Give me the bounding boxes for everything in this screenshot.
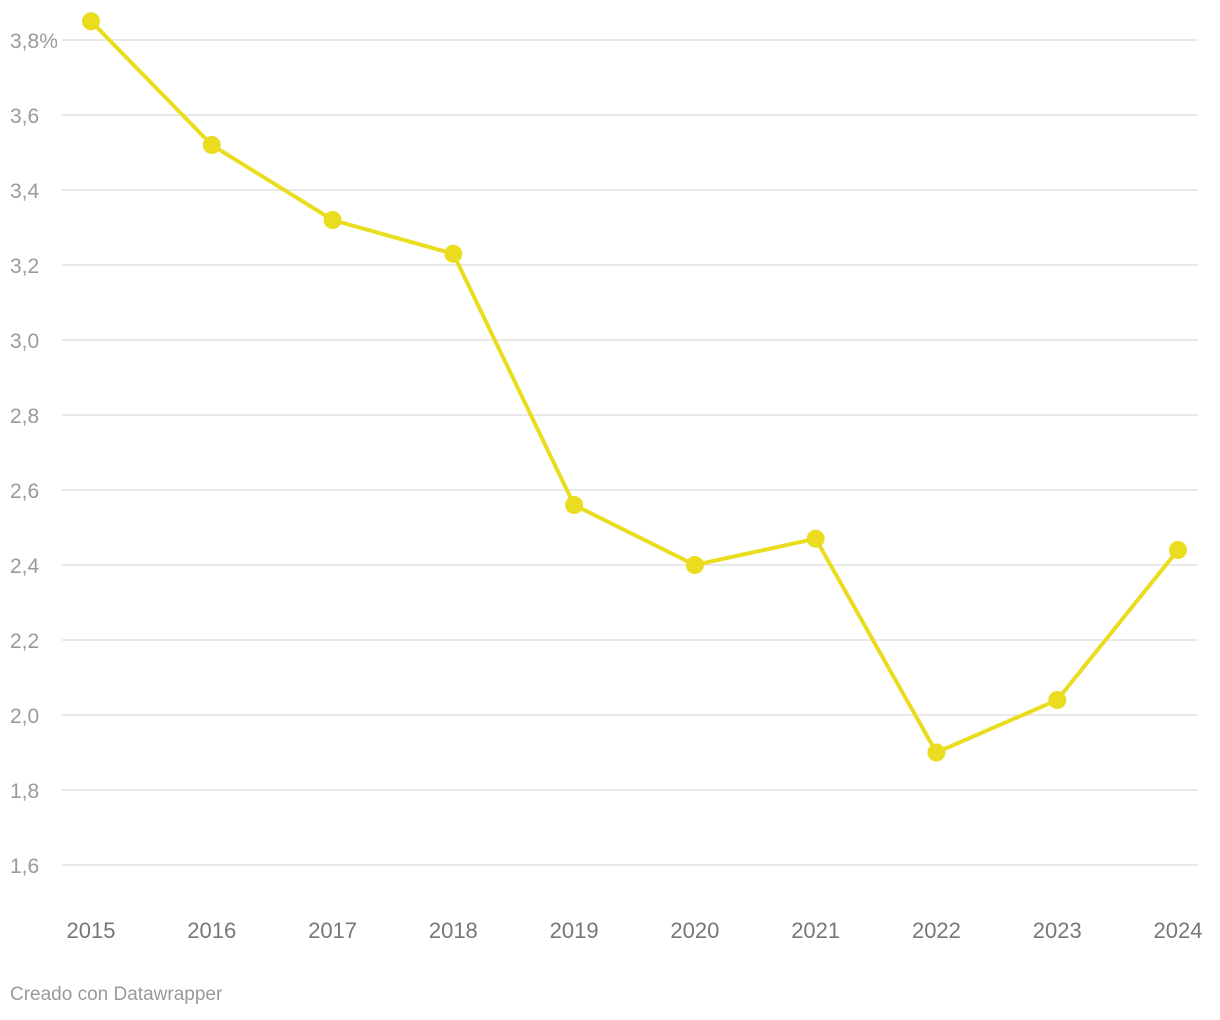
data-point bbox=[444, 244, 463, 263]
x-tick-label: 2020 bbox=[670, 918, 719, 943]
y-tick-label: 3,0 bbox=[10, 330, 39, 353]
x-tick-label: 2016 bbox=[187, 918, 236, 943]
chart-area: 1,6 1,8 2,0 2,2 2,4 2,6 2,8 3,0 3,2 3,4 3,6 3,8% 20… bbox=[10, 12, 1203, 943]
credit-text: Creado con Datawrapper bbox=[10, 984, 223, 1005]
data-point bbox=[685, 556, 704, 574]
y-tick-label: 1,6 bbox=[10, 855, 39, 878]
x-tick-label: 2024 bbox=[1154, 918, 1203, 943]
series-line-group bbox=[89, 19, 1180, 755]
x-tick-label: 2015 bbox=[67, 918, 116, 943]
data-point bbox=[202, 136, 221, 154]
x-tick-label: 2018 bbox=[429, 918, 478, 943]
x-tick-label: 2019 bbox=[550, 918, 599, 943]
y-tick-label: 3,4 bbox=[10, 180, 40, 203]
data-point bbox=[323, 211, 342, 229]
data-point bbox=[82, 12, 100, 31]
line-chart: 1,6 1,8 2,0 2,2 2,4 2,6 2,8 3,0 3,2 3,4 3,6 3,8% 20… bbox=[10, 12, 1203, 943]
y-axis-labels: 1,6 1,8 2,0 2,2 2,4 2,6 2,8 3,0 3,2 3,4 3,6 3,8% bbox=[10, 30, 58, 878]
gridlines bbox=[62, 39, 1198, 866]
y-tick-label: 3,6 bbox=[10, 105, 39, 128]
y-tick-label: 2,0 bbox=[10, 705, 39, 728]
x-axis-labels: 2015 2016 2017 2018 2019 2020 2021 2022 2023 2024 bbox=[67, 918, 1203, 943]
data-point bbox=[1048, 691, 1067, 709]
x-tick-label: 2017 bbox=[308, 918, 357, 943]
y-tick-label: 3,8% bbox=[10, 30, 58, 53]
x-tick-label: 2022 bbox=[912, 918, 961, 943]
y-tick-label: 2,6 bbox=[10, 480, 39, 503]
data-point bbox=[1169, 541, 1187, 559]
data-point bbox=[806, 529, 825, 548]
y-tick-label: 1,8 bbox=[10, 780, 39, 803]
x-tick-label: 2021 bbox=[791, 918, 840, 943]
y-tick-label: 2,8 bbox=[10, 405, 39, 428]
y-tick-label: 2,4 bbox=[10, 555, 40, 578]
y-tick-label: 2,2 bbox=[10, 630, 39, 653]
series-points bbox=[82, 12, 1187, 762]
data-point bbox=[565, 496, 584, 514]
y-tick-label: 3,2 bbox=[10, 255, 39, 278]
data-point bbox=[927, 743, 946, 762]
series-line bbox=[89, 19, 1180, 755]
x-tick-label: 2023 bbox=[1033, 918, 1082, 943]
